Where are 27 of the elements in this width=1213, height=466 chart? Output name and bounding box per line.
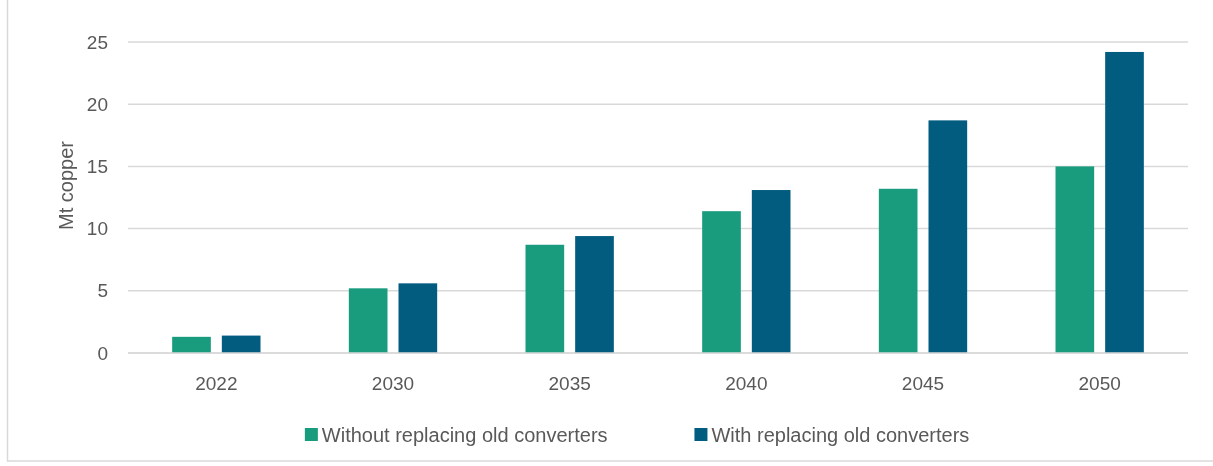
x-tick-label: 2040 [725,372,768,394]
bar [398,283,438,353]
bar [1055,166,1095,353]
y-tick-label: 5 [97,280,108,302]
x-tick-label: 2045 [901,372,945,394]
bar [172,336,211,353]
bar [221,335,261,353]
bar [928,120,968,353]
bar [702,211,741,353]
x-tick-label: 2050 [1078,372,1121,394]
bar [575,236,614,353]
legend-label: Without replacing old converters [321,424,608,446]
bar [878,188,918,353]
bar [1105,51,1144,353]
y-tick-label: 15 [86,155,108,177]
y-tick-label: 20 [86,93,108,115]
x-tick-label: 2030 [371,372,415,394]
bar [525,244,565,353]
legend-label: With replacing old converters [711,424,970,446]
y-tick-label: 10 [86,218,108,240]
x-tick-label: 2022 [195,372,238,394]
bar [751,190,791,353]
y-tick-label: 25 [86,31,108,53]
bar [348,288,388,353]
y-axis-title: Mt copper [55,140,77,230]
y-tick-label: 0 [97,342,108,364]
x-tick-label: 2035 [548,372,591,394]
